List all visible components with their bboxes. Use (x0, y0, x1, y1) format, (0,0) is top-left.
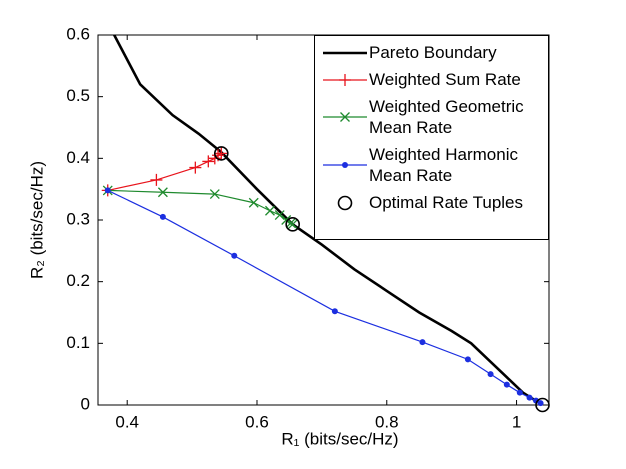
marker (209, 189, 220, 200)
x-axis-label: R₁ (bits/sec/Hz) (281, 429, 398, 448)
x-tick-label: 0.4 (115, 412, 139, 431)
marker (285, 217, 300, 232)
marker (526, 394, 533, 401)
y-tick-label: 0.5 (66, 86, 90, 105)
x-tick-label: 0.8 (375, 412, 399, 431)
legend-label: Pareto Boundary (369, 43, 497, 62)
marker (215, 147, 228, 160)
marker (202, 155, 215, 168)
legend-label: Weighted Sum Rate (369, 70, 521, 89)
marker (516, 389, 523, 396)
marker (331, 308, 338, 315)
marker (535, 397, 550, 413)
legend-label: Weighted Geometric Mean Rate (369, 97, 524, 137)
legend-entry: Weighted Geometric Mean Rate (315, 96, 548, 138)
y-tick-label: 0.6 (66, 24, 90, 43)
y-tick-label: 0.1 (66, 333, 90, 352)
legend-swatch (323, 51, 367, 54)
marker (150, 173, 163, 186)
y-tick-label: 0.2 (66, 271, 90, 290)
legend-swatch (323, 112, 367, 122)
legend-swatch (323, 162, 367, 168)
x-tick-label: 1 (512, 412, 521, 431)
marker (281, 215, 292, 225)
marker (464, 356, 471, 363)
marker (265, 205, 275, 216)
x-tick-label: 0.6 (245, 412, 269, 431)
marker (287, 219, 298, 230)
legend-label: Optimal Rate Tuples (369, 193, 524, 212)
marker (189, 161, 202, 174)
marker (419, 339, 426, 346)
series-line (113, 35, 544, 405)
marker (340, 112, 350, 122)
legend-entry: Optimal Rate Tuples (315, 192, 548, 213)
legend-swatch (323, 73, 367, 86)
y-tick-label: 0 (81, 394, 90, 413)
marker (337, 195, 353, 210)
marker (342, 162, 348, 168)
legend-swatch (337, 195, 353, 210)
marker (503, 381, 510, 388)
y-axis-label: R₂ (bits/sec/Hz) (27, 161, 46, 279)
y-tick-label: 0.3 (66, 209, 90, 228)
marker (213, 146, 229, 161)
legend-entry: Weighted Harmonic Mean Rate (315, 144, 548, 186)
marker (157, 187, 168, 198)
marker (537, 400, 544, 407)
marker (248, 197, 259, 208)
y-tick-label: 0.4 (66, 148, 90, 167)
marker (104, 187, 111, 194)
marker (487, 371, 494, 378)
legend-entry: Weighted Sum Rate (315, 69, 548, 90)
legend: Pareto Boundary Weighted Sum Rate Weighted… (314, 35, 549, 240)
legend-entry: Pareto Boundary (315, 42, 548, 63)
marker (274, 210, 285, 221)
marker (231, 252, 238, 259)
marker (339, 73, 351, 86)
marker (159, 213, 166, 220)
legend-label: Weighted Harmonic Mean Rate (369, 145, 518, 185)
